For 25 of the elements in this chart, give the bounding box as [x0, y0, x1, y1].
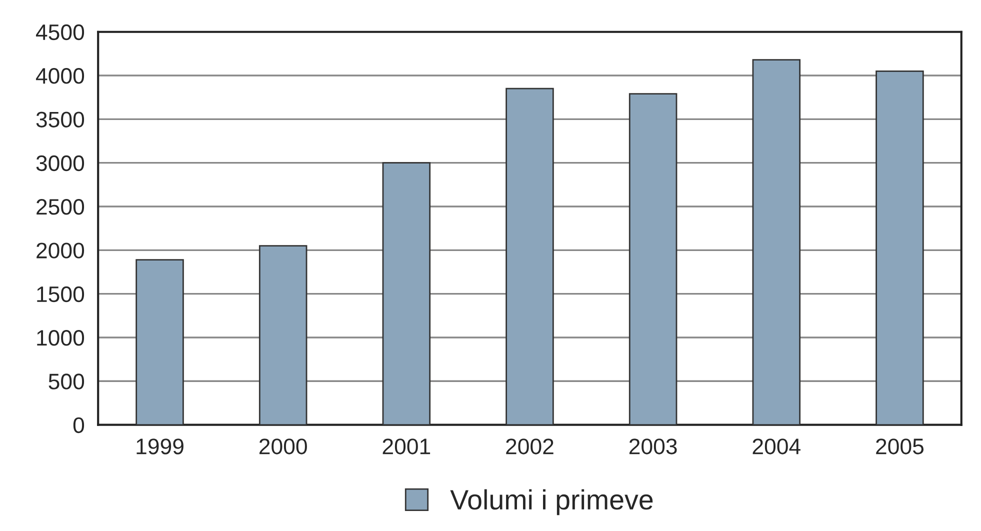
y-tick-label: 3000: [36, 155, 84, 172]
bar: [628, 93, 678, 425]
y-tick-label: 4500: [36, 24, 84, 40]
y-tick-label: 2500: [36, 199, 84, 215]
y-tick-label: 2000: [36, 242, 84, 258]
bar: [382, 162, 431, 425]
x-tick-label: 1999: [136, 438, 184, 454]
y-tick-label: 1000: [37, 330, 84, 346]
x-tick-label: 2000: [259, 438, 307, 454]
bar: [506, 88, 554, 425]
legend-label: Volumi i primeve: [450, 489, 653, 516]
y-tick-label: 1500: [37, 286, 84, 302]
bar: [876, 70, 924, 425]
x-tick-label: 2003: [629, 438, 677, 454]
bar: [136, 259, 184, 425]
bar: [752, 59, 801, 425]
x-tick-label: 2005: [876, 438, 924, 454]
y-tick-label: 4000: [36, 68, 84, 84]
x-tick-label: 2002: [506, 438, 554, 454]
x-tick-label: 2004: [752, 438, 800, 454]
y-tick-label: 500: [48, 374, 84, 390]
y-tick-label: 3500: [36, 112, 84, 128]
x-tick-label: 2001: [382, 438, 430, 454]
bar: [258, 245, 308, 425]
y-tick-label: 0: [73, 417, 84, 434]
